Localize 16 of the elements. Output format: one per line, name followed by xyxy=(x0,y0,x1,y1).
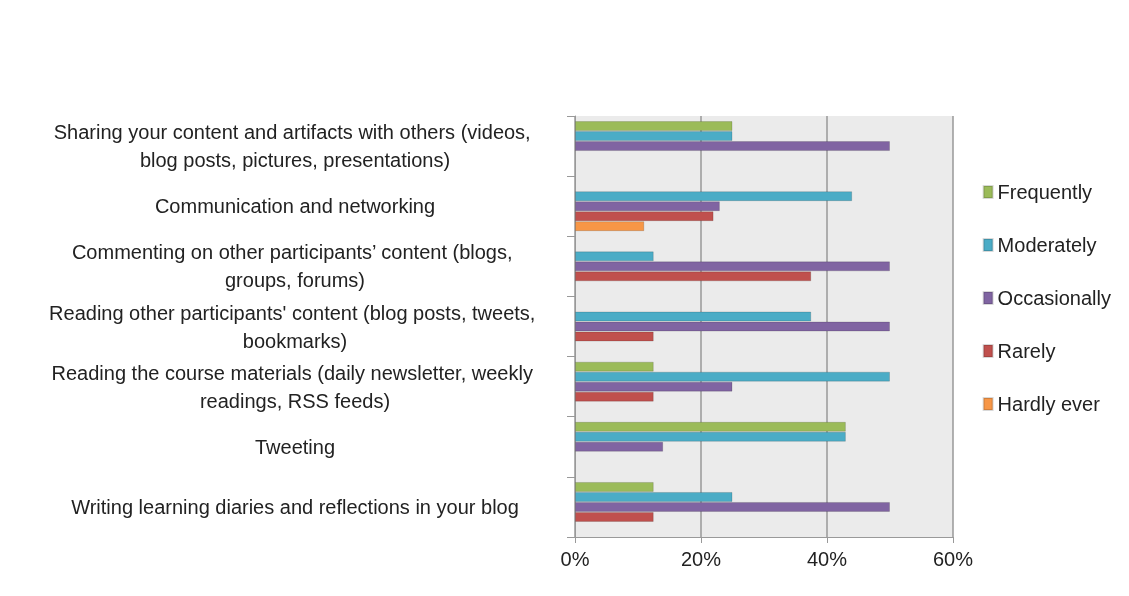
y-tick-label: Reading the course materials (daily newsletter, weekly readings, RSS feeds) xyxy=(51,361,539,412)
y-tick-label: Writing learning diaries and reflections in your blog xyxy=(71,495,519,518)
x-tick-label: 0% xyxy=(560,548,590,570)
legend-label: Rarely xyxy=(997,340,1056,362)
x-tick-label: 60% xyxy=(932,548,974,570)
x-tick-label: 20% xyxy=(680,548,722,570)
y-tick-label: Sharing your content and artifacts with others (videos, blog posts, pictures, presentations) xyxy=(53,121,537,172)
y-tick-label: Reading other participants' content (blog posts, tweets, bookmarks) xyxy=(49,301,541,352)
x-tick-label: 40% xyxy=(806,548,848,570)
y-tick-label: Commenting on other participants’ content (blogs, groups, forums) xyxy=(71,241,519,292)
legend-label: Moderately xyxy=(997,234,1097,256)
legend-label: Occasionally xyxy=(997,287,1112,309)
legend-label: Hardly ever xyxy=(997,393,1101,415)
legend-label: Frequently xyxy=(997,181,1093,203)
y-tick-label: Communication and networking xyxy=(154,195,436,218)
y-tick-label: Tweeting xyxy=(254,435,336,458)
